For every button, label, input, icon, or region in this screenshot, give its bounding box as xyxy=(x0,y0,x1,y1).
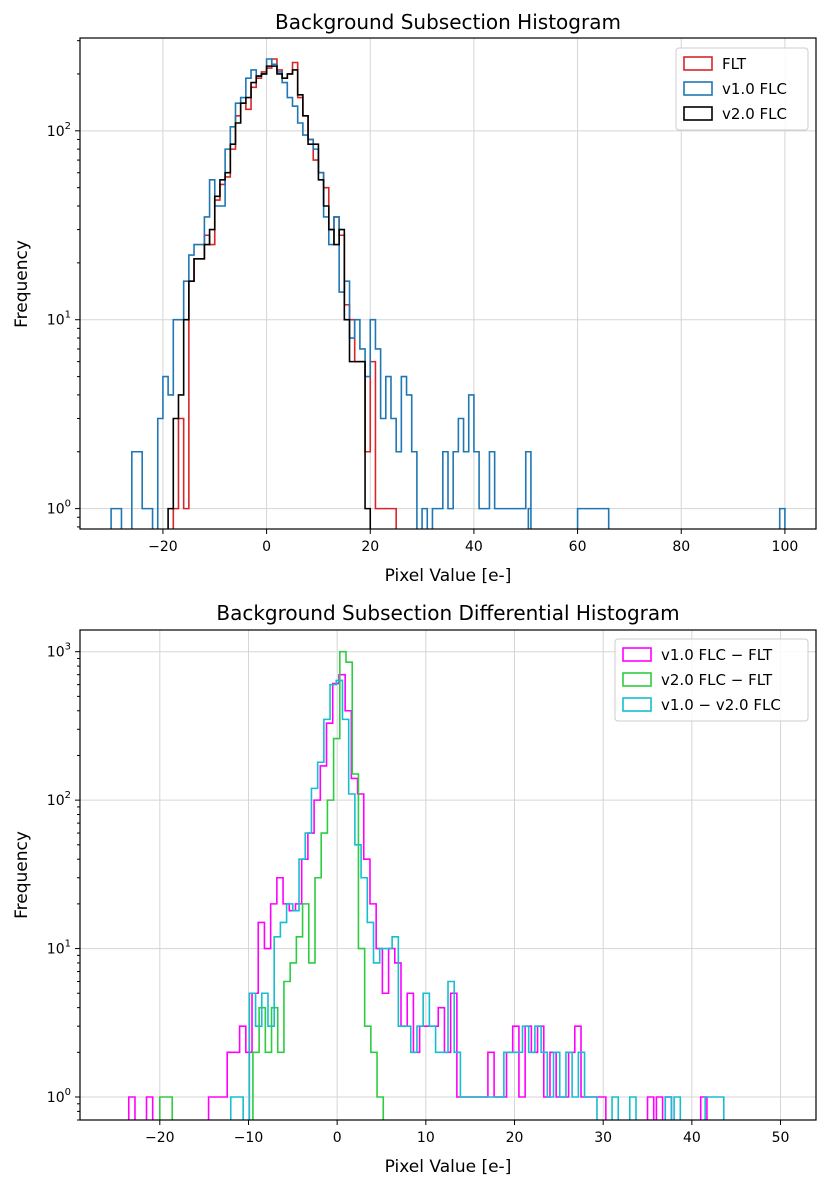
y-tick-label: 103 xyxy=(47,642,71,661)
plot-frame xyxy=(79,629,817,1121)
y-axis: 100 101 102 xyxy=(47,40,80,528)
x-axis: −20 −10 0 10 20 30 40 50 xyxy=(145,1120,789,1146)
y-tick-label: 101 xyxy=(47,310,71,329)
y-tick-label: 101 xyxy=(47,939,71,958)
x-tick-label: −10 xyxy=(234,1130,264,1146)
x-tick-label: 40 xyxy=(465,539,483,555)
series-0-step xyxy=(127,673,708,1120)
legend-swatch xyxy=(622,697,652,712)
legend-label: FLT xyxy=(722,55,747,73)
x-tick-label: 50 xyxy=(772,1130,790,1146)
y-tick-label: 100 xyxy=(47,1087,71,1106)
legend-box xyxy=(614,638,809,722)
legend-swatch xyxy=(622,647,652,662)
y-axis-label: Frequency xyxy=(12,240,32,328)
series-1-step xyxy=(159,650,385,1120)
x-tick-label: 80 xyxy=(672,539,690,555)
legend-label: v2.0 FLC xyxy=(722,105,787,123)
series-group xyxy=(110,58,786,529)
x-tick-label: 20 xyxy=(506,1130,524,1146)
legend-swatch xyxy=(683,106,713,121)
legend-label: v1.0 − v2.0 FLC xyxy=(661,696,781,714)
plot-frame xyxy=(79,37,817,530)
legend-label: v1.0 FLC xyxy=(722,80,787,98)
histogram-chart: Background Subsection Histogram −20 0 20 40… xyxy=(12,10,817,586)
x-tick-label: −20 xyxy=(145,1130,175,1146)
chart-title: Background Subsection Differential Histo… xyxy=(216,601,679,625)
series-2-step xyxy=(167,65,372,529)
series-group xyxy=(127,650,725,1120)
x-tick-label: 0 xyxy=(333,1130,342,1146)
x-tick-label: 40 xyxy=(683,1130,701,1146)
y-axis-label: Frequency xyxy=(12,831,32,919)
x-axis-label: Pixel Value [e-] xyxy=(385,1157,512,1177)
legend-box xyxy=(675,47,809,131)
x-axis: −20 0 20 40 60 80 100 xyxy=(148,529,798,555)
x-axis-label: Pixel Value [e-] xyxy=(385,566,512,586)
differential-histogram-chart: Background Subsection Differential Histo… xyxy=(12,601,817,1177)
y-tick-label: 100 xyxy=(47,499,71,518)
y-axis: 100 101 102 103 xyxy=(47,642,80,1121)
legend-swatch xyxy=(622,672,652,687)
series-1-step xyxy=(110,58,786,529)
x-tick-label: 100 xyxy=(772,539,799,555)
y-tick-label: 102 xyxy=(47,790,71,809)
legend: FLT v1.0 FLC v2.0 FLC xyxy=(675,47,809,131)
legend-label: v2.0 FLC − FLT xyxy=(661,671,773,689)
x-tick-label: −20 xyxy=(148,539,178,555)
legend: v1.0 FLC − FLT v2.0 FLC − FLT v1.0 − v2.0 … xyxy=(614,638,809,722)
x-tick-label: 30 xyxy=(594,1130,612,1146)
legend-swatch xyxy=(683,56,713,71)
y-tick-label: 102 xyxy=(47,121,71,140)
x-tick-label: 10 xyxy=(417,1130,435,1146)
series-0-step xyxy=(172,58,397,529)
legend-label: v1.0 FLC − FLT xyxy=(661,646,773,664)
legend-swatch xyxy=(683,81,713,96)
series-2-step xyxy=(229,679,725,1120)
x-tick-label: 60 xyxy=(569,539,587,555)
x-tick-label: 20 xyxy=(361,539,379,555)
chart-title: Background Subsection Histogram xyxy=(275,10,621,34)
x-tick-label: 0 xyxy=(262,539,271,555)
